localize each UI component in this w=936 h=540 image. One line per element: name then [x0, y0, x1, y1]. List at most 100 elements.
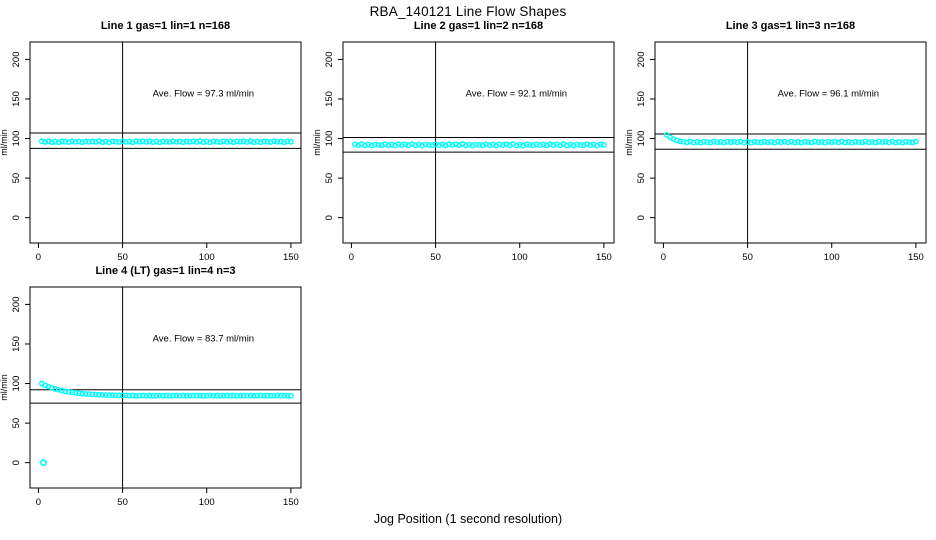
data-point: [126, 392, 133, 399]
data-point: [741, 139, 748, 146]
data-point: [899, 139, 906, 146]
figure-title: RBA_140121 Line Flow Shapes: [369, 4, 567, 19]
data-point: [86, 391, 92, 398]
data-point: [680, 138, 687, 145]
data-point: [42, 139, 49, 145]
y-tick-label: 0: [324, 215, 335, 220]
data-point: [213, 138, 220, 145]
data-point: [382, 141, 388, 148]
data-point: [187, 392, 193, 399]
y-tick-label: 200: [324, 51, 335, 67]
data-point: [183, 392, 190, 399]
data-point: [429, 142, 436, 149]
data-point: [116, 392, 123, 399]
x-tick-label: 150: [908, 252, 924, 263]
data-point: [395, 141, 402, 148]
subplot-title: Line 4 (LT) gas=1 lin=4 n=3: [95, 265, 236, 277]
outlier-point: [40, 459, 47, 467]
data-point: [38, 138, 45, 145]
data-point: [153, 138, 160, 145]
data-point: [112, 138, 119, 145]
data-point: [751, 138, 758, 145]
data-point: [190, 138, 197, 145]
data-point: [75, 138, 82, 145]
data-point: [892, 139, 899, 146]
data-point: [264, 392, 271, 399]
data-point: [143, 139, 150, 145]
data-point: [704, 139, 711, 146]
data-point: [744, 139, 751, 145]
y-tick-label: 0: [11, 215, 22, 220]
data-point: [530, 142, 537, 149]
subplot-line-2: Line 2 gas=1 lin=2 n=168 0 50 100 150 0 50 100…: [313, 20, 625, 292]
data-point: [855, 139, 862, 146]
data-point: [372, 141, 378, 148]
data-point: [261, 138, 267, 145]
x-tick-label: 0: [349, 252, 354, 263]
data-point: [574, 141, 580, 148]
data-point: [774, 138, 781, 145]
y-tick-label: 100: [636, 131, 647, 147]
data-point: [207, 392, 214, 399]
y-tick-label: 100: [11, 376, 22, 392]
data-point: [220, 138, 227, 145]
data-point: [123, 138, 129, 145]
y-tick-label: 100: [11, 131, 22, 147]
data-point: [587, 142, 594, 149]
data-point: [896, 139, 902, 145]
plot-area: 0 50 100 150 0 50 100 150 200 ml/min Ave. Flow = 8…: [0, 286, 302, 508]
data-point: [563, 142, 570, 149]
data-point: [513, 142, 520, 149]
data-point: [422, 141, 429, 148]
x-axis-label: Jog Position (1 second resolution): [373, 512, 563, 526]
data-point: [913, 138, 919, 145]
data-point: [106, 139, 113, 146]
data-point: [55, 139, 62, 146]
data-point: [129, 392, 136, 399]
x-tick-label: 50: [742, 252, 753, 263]
subplot-line-1: Line 1 gas=1 lin=1 n=168 0 50 100 150 0 50 100…: [0, 20, 312, 292]
data-point: [257, 139, 264, 146]
data-point: [156, 139, 163, 146]
data-point: [483, 141, 489, 148]
data-point: [449, 142, 456, 148]
data-point: [281, 392, 288, 399]
data-point: [473, 141, 479, 148]
data-point: [92, 139, 99, 145]
data-point: [200, 392, 207, 399]
data-point: [65, 389, 72, 395]
data-point: [254, 138, 261, 145]
data-point: [264, 138, 271, 145]
y-tick-label: 150: [11, 91, 22, 107]
data-point: [116, 139, 123, 145]
x-tick-label: 150: [283, 252, 299, 263]
data-point: [237, 138, 244, 145]
data-point: [872, 139, 879, 146]
data-point: [133, 392, 139, 399]
data-point: [257, 392, 264, 399]
data-point: [271, 392, 277, 399]
x-tick-label: 100: [199, 497, 215, 508]
data-point: [82, 391, 89, 397]
data-point: [388, 141, 395, 148]
data-point: [200, 139, 207, 146]
data-point: [795, 139, 801, 145]
data-point: [126, 138, 133, 145]
data-point: [180, 392, 187, 399]
ave-flow-annotation: Ave. Flow = 96.1 ml/min: [778, 89, 879, 100]
y-tick-label: 100: [324, 131, 335, 147]
data-point: [237, 392, 244, 399]
data-point: [217, 139, 224, 145]
x-tick-label: 50: [117, 252, 128, 263]
x-tick-label: 0: [36, 497, 41, 508]
data-point: [601, 142, 607, 148]
data-point: [277, 392, 284, 399]
data-point: [79, 390, 86, 397]
data-point: [176, 392, 183, 399]
y-tick-label: 200: [11, 296, 22, 312]
data-point: [227, 138, 234, 145]
data-point: [711, 138, 717, 145]
data-point: [694, 139, 700, 145]
y-tick-label: 200: [636, 51, 647, 67]
data-point: [99, 391, 106, 398]
